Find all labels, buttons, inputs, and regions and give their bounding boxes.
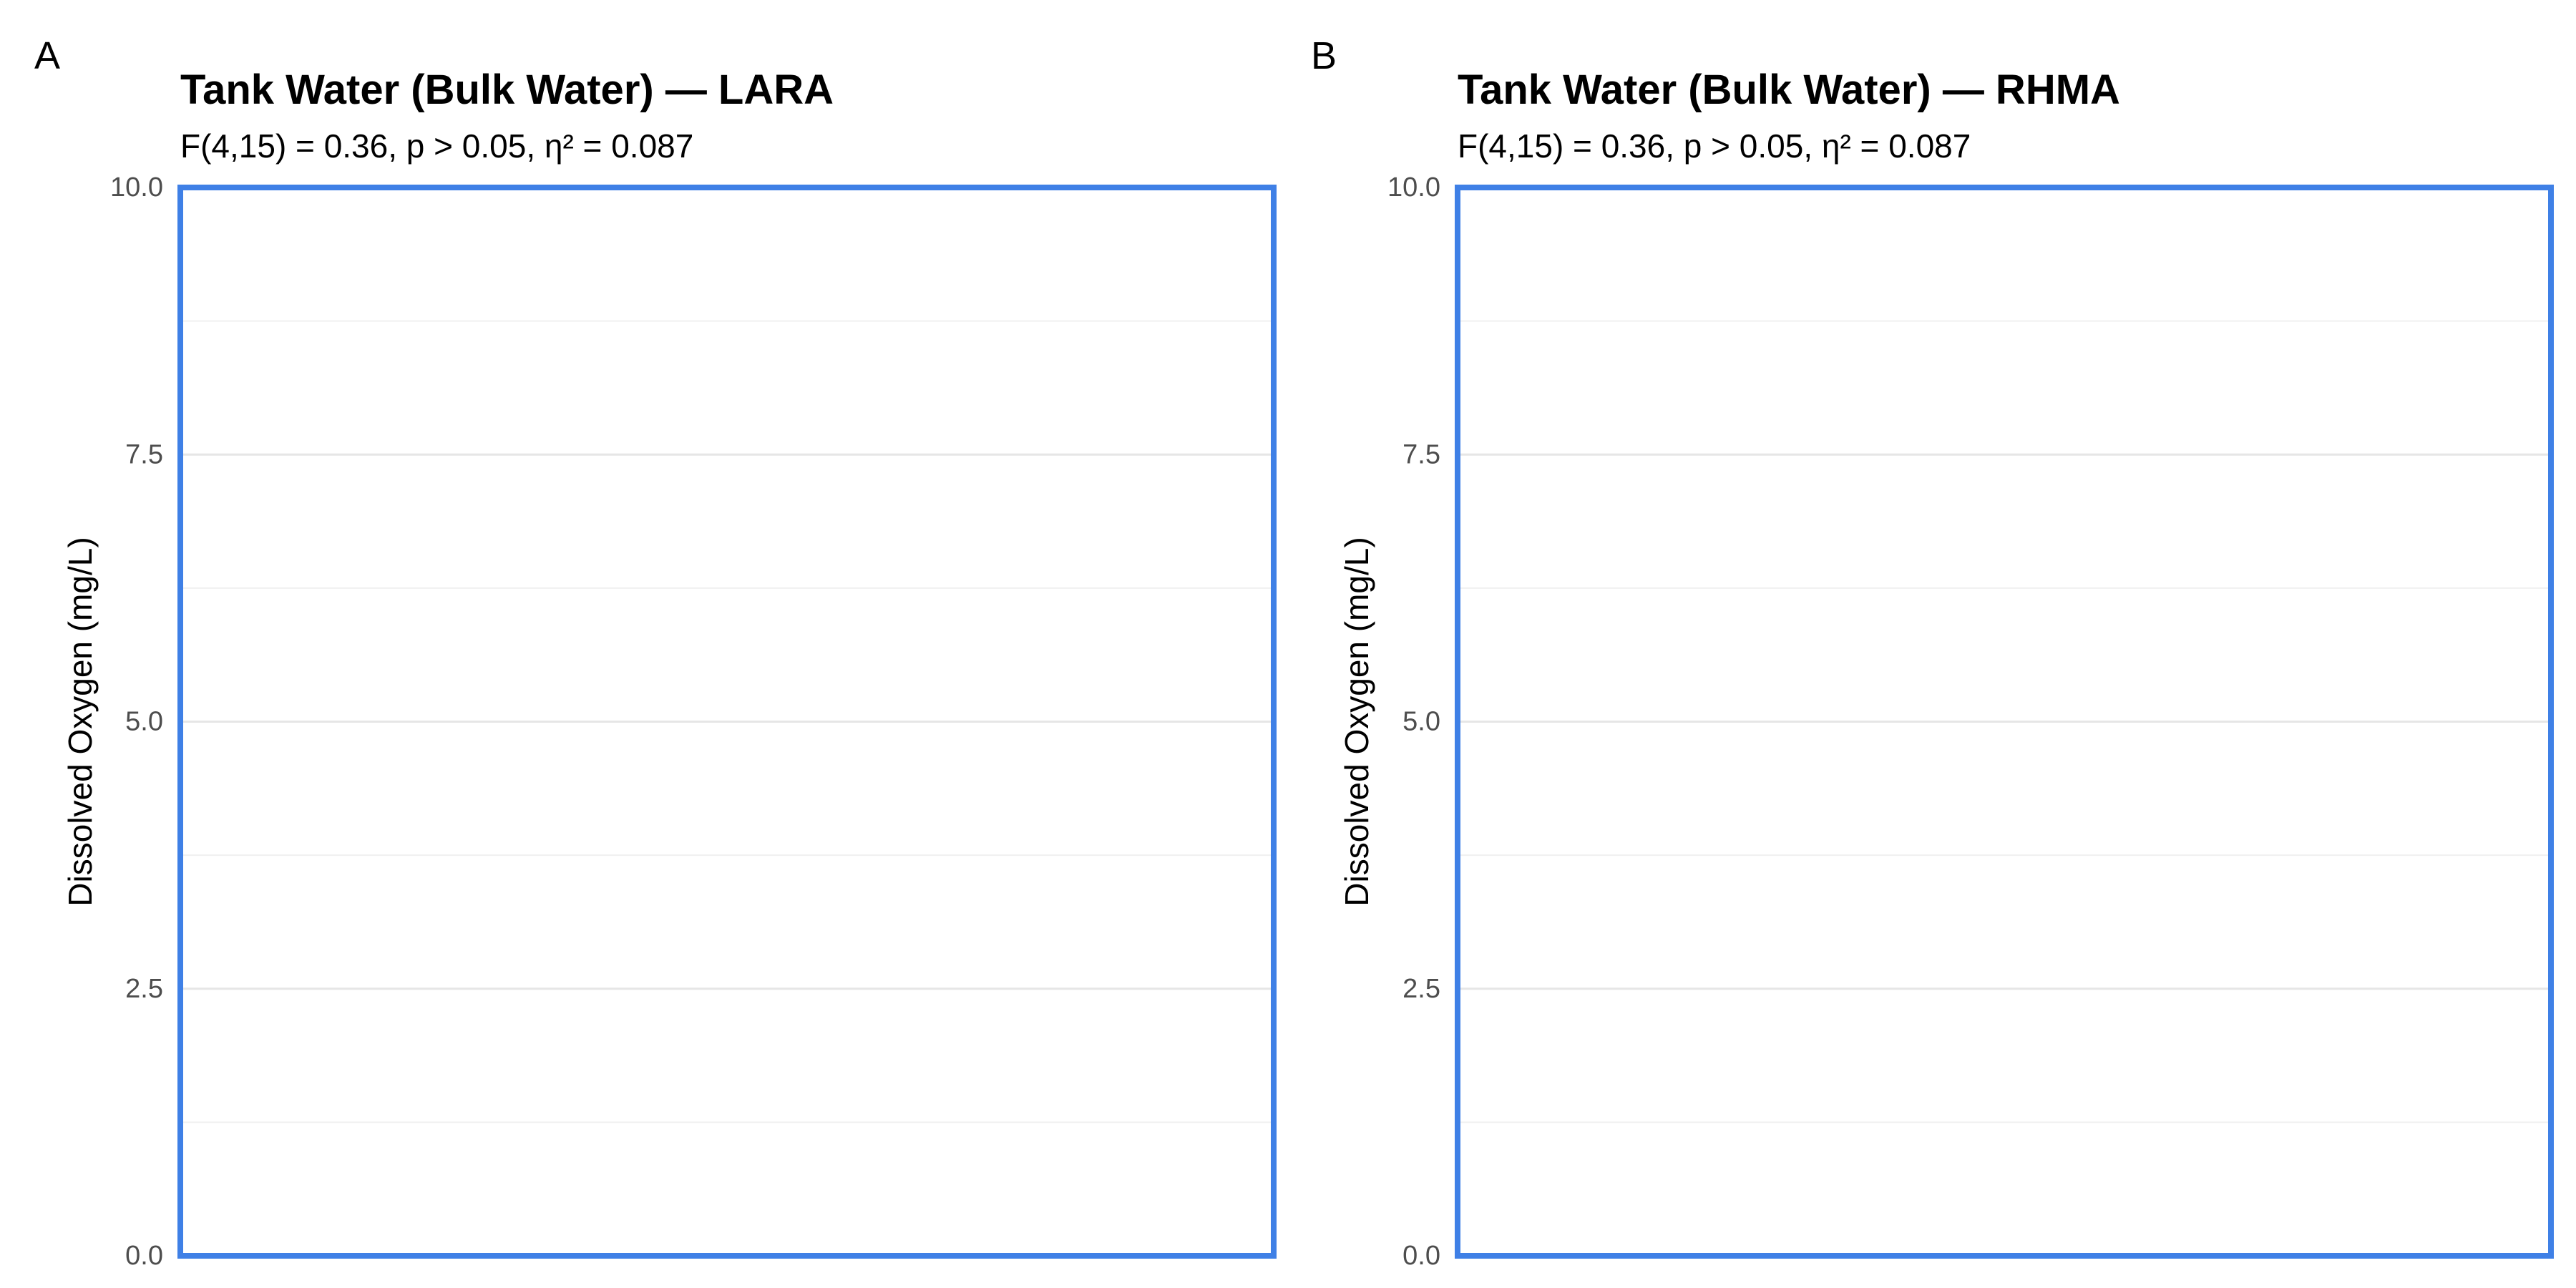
chart-panel-b: B Tank Water (Bulk Water) — RHMA F(4,15) =… — [1311, 34, 2554, 1271]
y-tick-label: 5.0 — [1402, 707, 1440, 737]
chart-title: Tank Water (Bulk Water) — RHMA — [1458, 67, 2120, 113]
y-tick-label: 0.0 — [1402, 1241, 1440, 1271]
y-axis-label: Dissolved Oxygen (mg/L) — [62, 537, 99, 906]
y-axis-label: Dissolved Oxygen (mg/L) — [1338, 537, 1375, 906]
y-tick-label: 7.5 — [125, 439, 163, 469]
y-tick-label: 0.0 — [125, 1241, 163, 1271]
y-tick-label: 2.5 — [1402, 974, 1440, 1004]
panel-letter: A — [34, 34, 60, 77]
y-tick-label: 10.0 — [110, 172, 163, 203]
y-tick-label: 5.0 — [125, 707, 163, 737]
y-tick-label: 10.0 — [1387, 172, 1440, 203]
panel-letter: B — [1311, 34, 1337, 77]
y-tick-label: 7.5 — [1402, 439, 1440, 469]
chart-subtitle: F(4,15) = 0.36, p > 0.05, η² = 0.087 — [1458, 127, 1971, 165]
plot-area-border — [1455, 185, 2554, 1259]
y-tick-label: 2.5 — [125, 974, 163, 1004]
chart-panel-a: A Tank Water (Bulk Water) — LARA F(4,15) =… — [34, 34, 1277, 1271]
chart-title: Tank Water (Bulk Water) — LARA — [180, 67, 834, 113]
plot-area-border — [177, 185, 1277, 1259]
chart-subtitle: F(4,15) = 0.36, p > 0.05, η² = 0.087 — [180, 127, 693, 165]
